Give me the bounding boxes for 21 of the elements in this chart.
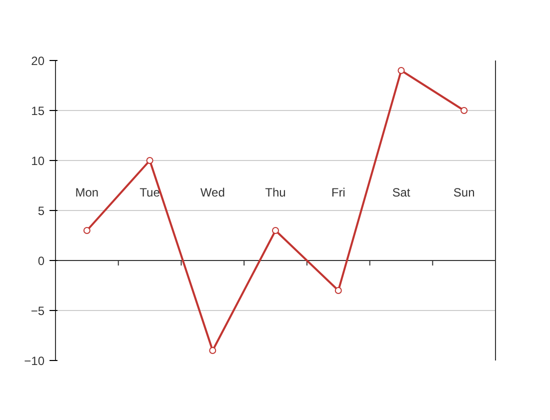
x-tick-label: Sat [392, 186, 411, 200]
y-tick-label: 20 [31, 54, 45, 68]
point [209, 347, 216, 354]
x-tick-label: Sun [453, 186, 475, 200]
point [398, 67, 405, 74]
point [146, 157, 154, 164]
y-tick-label: 10 [31, 154, 45, 168]
x-tick-label: Tue [140, 186, 160, 200]
point [460, 107, 468, 114]
y-tick-label: −10 [24, 354, 45, 368]
x-tick-label: Thu [265, 186, 286, 200]
y-tick-label: 0 [38, 254, 45, 268]
x-tick-label: Fri [331, 186, 346, 200]
point [83, 227, 90, 234]
x-tick-label: Mon [75, 186, 99, 200]
y-tick-label: 15 [31, 104, 45, 118]
y-tick-label: −5 [30, 304, 45, 318]
x-tick-label: Wed [200, 186, 225, 200]
point [334, 287, 342, 294]
point [272, 227, 279, 234]
y-tick-label: 5 [38, 204, 45, 218]
